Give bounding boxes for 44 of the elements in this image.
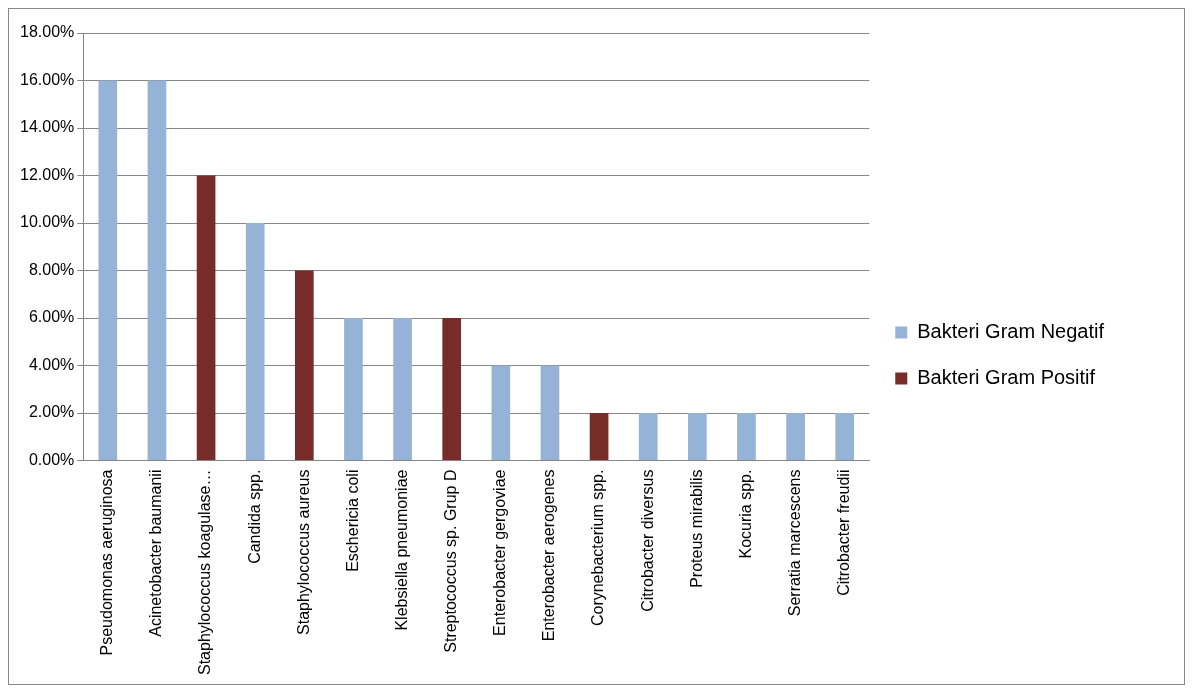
x-tick-label: Acinetobacter baumanii [147, 469, 165, 637]
bar [393, 318, 412, 461]
bar [835, 413, 855, 461]
y-tick-label: 14.00% [20, 118, 75, 136]
x-tick-label: Candida spp. [245, 469, 263, 564]
bar [491, 365, 511, 461]
bar [786, 413, 805, 461]
bar [196, 175, 216, 461]
x-tick-label: Corynebacterium spp. [589, 469, 607, 627]
y-tick-label: 10.00% [20, 213, 75, 231]
x-tick-label: Citrobacter diversus [638, 469, 656, 612]
y-tick-label: 0.00% [28, 450, 75, 468]
y-tick-label: 6.00% [28, 308, 75, 326]
x-tick-label: Eschericia coli [343, 469, 361, 572]
y-tick-label: 16.00% [20, 70, 75, 88]
bar [245, 223, 265, 461]
x-tick-label: Enterobacter aerogenes [540, 469, 558, 642]
bar [98, 80, 118, 461]
x-tick-label: Staphylococcus koagulase… [196, 469, 214, 675]
x-tick-label: Pseudomonas aeruginosa [98, 469, 116, 656]
legend-label: Bakteri Gram Negatif [917, 320, 1105, 343]
x-tick-label: Staphylococcus aureus [294, 469, 312, 635]
bar [688, 413, 707, 461]
x-tick-label: Enterobacter gergoviae [491, 469, 509, 636]
bar [737, 413, 756, 461]
bar [589, 413, 609, 461]
bar [540, 365, 560, 461]
x-tick-label: Kocuria spp. [736, 469, 754, 559]
bar [442, 318, 462, 461]
x-tick-label: Citrobacter freudii [835, 469, 853, 596]
bar [344, 318, 363, 461]
x-tick-label: Serratia marcescens [785, 469, 803, 617]
x-tick-label: Klebsiella pneumoniae [392, 469, 410, 631]
x-tick-label: Proteus mirabilis [687, 469, 705, 588]
x-tick-label: Streptococcus sp. Grup D [442, 469, 460, 653]
bar [638, 413, 658, 461]
bar [147, 80, 167, 461]
y-tick-label: 12.00% [20, 165, 75, 183]
y-tick-label: 8.00% [28, 260, 75, 278]
y-tick-label: 18.00% [20, 23, 75, 41]
bar [295, 270, 314, 461]
legend-label: Bakteri Gram Positif [917, 366, 1096, 389]
y-tick-label: 4.00% [28, 355, 75, 373]
y-tick-label: 2.00% [28, 403, 75, 421]
